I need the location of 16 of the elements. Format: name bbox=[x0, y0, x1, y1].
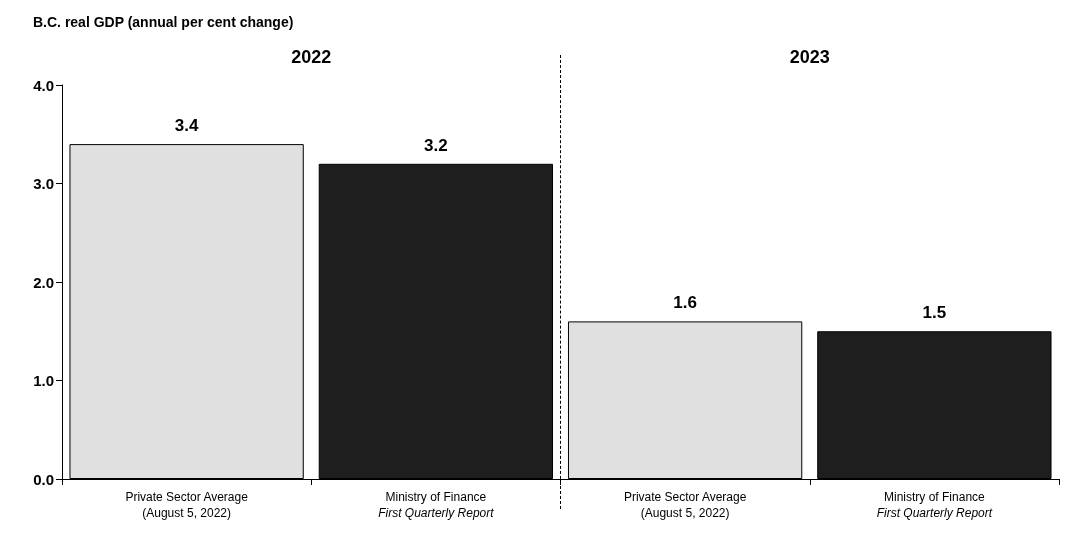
x-tick-label: Ministry of Finance First Quarterly Report bbox=[876, 490, 993, 520]
y-tick-label: 3.0 bbox=[33, 175, 54, 192]
data-label: 1.6 bbox=[673, 293, 697, 313]
y-tick-label: 1.0 bbox=[33, 372, 54, 389]
x-tick-label: Private Sector Average (August 5, 2022) bbox=[623, 490, 747, 520]
text: 2023 bbox=[789, 47, 830, 67]
chart-title: B.C. real GDP (annual per cent change) bbox=[33, 14, 294, 30]
y-tick-label: 0.0 bbox=[33, 470, 54, 488]
data-label: 1.5 bbox=[922, 303, 947, 323]
x-tick-label: Private Sector Average (August 5, 2022) bbox=[125, 490, 249, 520]
x-tick-label: Ministry of Finance First Quarterly Report bbox=[378, 490, 495, 520]
text: 2022 bbox=[291, 47, 332, 67]
y-tick-label: 4.0 bbox=[33, 76, 54, 94]
data-label: 3.2 bbox=[424, 135, 448, 155]
data-label: 3.4 bbox=[174, 116, 199, 136]
y-tick-label: 2.0 bbox=[33, 273, 54, 291]
